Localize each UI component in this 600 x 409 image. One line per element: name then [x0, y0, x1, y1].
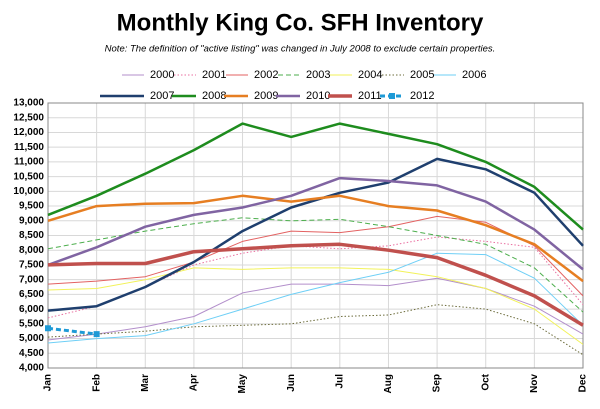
series-line [47, 326, 97, 336]
x-tick-label: May [237, 374, 248, 394]
x-tick-label: Dec [578, 374, 589, 393]
point-marker [93, 331, 100, 338]
y-tick-label: 9,000 [19, 215, 44, 226]
y-tick-label: 4,000 [19, 363, 44, 374]
chart-title: Monthly King Co. SFH Inventory [117, 9, 484, 36]
y-tick-label: 11,500 [14, 142, 44, 153]
series-line [47, 194, 584, 283]
x-tick-label: Aug [383, 374, 394, 393]
legend-marker [389, 93, 395, 99]
plot-border [47, 102, 584, 369]
x-tick-label: Nov [529, 374, 540, 393]
y-tick-label: 11,000 [14, 157, 44, 168]
series-line [47, 217, 584, 313]
point-marker [45, 325, 51, 332]
series-line [47, 242, 584, 327]
y-tick-label: 5,000 [19, 333, 44, 344]
x-tick-label: Sep [432, 374, 443, 392]
y-tick-label: 12,500 [13, 112, 44, 123]
legend-label: 2012 [410, 90, 434, 102]
x-tick-label: Jun [286, 374, 297, 392]
legend-label: 2000 [150, 69, 174, 81]
x-tick-label: Jul [334, 374, 345, 389]
series-line [47, 122, 584, 231]
y-tick-label: 10,000 [13, 186, 44, 197]
series-line [47, 157, 584, 312]
x-tick-label: Apr [189, 374, 200, 391]
series-line [47, 176, 584, 271]
legend-label: 2004 [358, 69, 382, 81]
series-line [47, 215, 584, 297]
legend-label: 2007 [150, 90, 174, 102]
y-tick-label: 7,000 [19, 274, 44, 285]
y-tick-label: 6,500 [19, 289, 44, 300]
y-tick-label: 8,500 [19, 230, 44, 241]
series-line [47, 304, 584, 356]
x-tick-label: Feb [91, 374, 102, 392]
y-tick-label: 9,500 [19, 201, 44, 212]
x-tick-label: Jan [43, 374, 54, 391]
legend-label: 2009 [254, 90, 278, 102]
x-tick-label: Oct [480, 373, 491, 390]
legend-label: 2008 [202, 90, 226, 102]
series-line [47, 252, 584, 344]
y-tick-label: 13,000 [13, 98, 44, 109]
y-tick-label: 12,000 [13, 127, 44, 138]
y-tick-label: 4,500 [19, 348, 44, 359]
y-tick-label: 8,000 [19, 245, 44, 256]
chart-subtitle: Note: The definition of "active listing"… [105, 44, 496, 55]
legend-label: 2003 [306, 69, 330, 81]
y-tick-label: 5,500 [19, 318, 44, 329]
y-tick-label: 10,500 [13, 171, 44, 182]
legend-label: 2011 [358, 90, 382, 102]
series-line [47, 236, 584, 319]
y-tick-label: 6,000 [19, 304, 44, 315]
x-tick-label: Mar [140, 374, 151, 392]
legend-label: 2005 [410, 69, 434, 81]
legend-label: 2001 [202, 69, 226, 81]
y-tick-label: 7,500 [19, 260, 44, 271]
series-line [47, 267, 584, 345]
legend-label: 2006 [462, 69, 486, 81]
legend-label: 2010 [306, 90, 330, 102]
legend-label: 2002 [254, 69, 278, 81]
